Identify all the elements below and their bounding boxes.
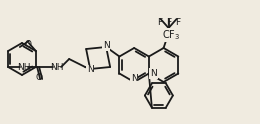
Text: F: F	[157, 18, 162, 27]
Text: F: F	[166, 18, 171, 27]
Text: N: N	[103, 42, 109, 50]
Text: NH: NH	[17, 62, 31, 72]
Text: NH: NH	[50, 62, 64, 72]
Text: N: N	[87, 65, 94, 75]
Text: O: O	[24, 40, 31, 49]
Text: N: N	[131, 74, 138, 83]
Text: CF$_3$: CF$_3$	[162, 28, 181, 42]
Text: F: F	[175, 18, 180, 27]
Text: O: O	[36, 73, 43, 82]
Text: N: N	[150, 69, 157, 78]
